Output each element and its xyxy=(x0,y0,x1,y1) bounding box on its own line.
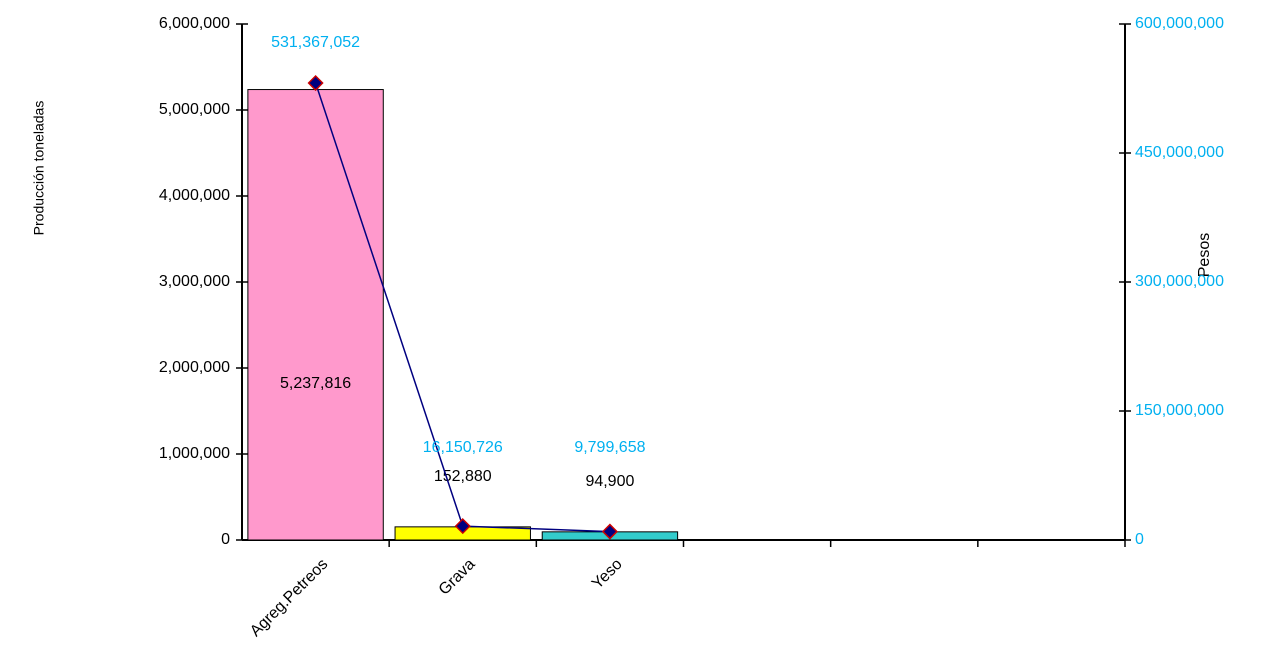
y-tick-label: 0 xyxy=(221,531,230,548)
line-value-label: 531,367,052 xyxy=(271,34,360,51)
y2-tick-label: 0 xyxy=(1135,531,1144,548)
x-tick-label: Agreg.Petreos xyxy=(247,556,331,640)
y2-tick-label: 600,000,000 xyxy=(1135,15,1224,32)
y2-tick-label: 300,000,000 xyxy=(1135,273,1224,290)
y2-tick-label: 450,000,000 xyxy=(1135,144,1224,161)
bar-value-label: 5,237,816 xyxy=(280,375,351,392)
line-marker xyxy=(601,523,618,540)
y-tick-label: 4,000,000 xyxy=(159,187,230,204)
y-tick-label: 1,000,000 xyxy=(159,445,230,462)
y-axis-label: Producción toneladas xyxy=(31,101,47,236)
y2-tick-label: 150,000,000 xyxy=(1135,402,1224,419)
y-tick-label: 2,000,000 xyxy=(159,359,230,376)
bar-value-label: 152,880 xyxy=(434,468,492,485)
line-value-label: 16,150,726 xyxy=(423,439,503,456)
y2-axis-label: Pesos xyxy=(1196,233,1213,277)
y-tick-label: 5,000,000 xyxy=(159,101,230,118)
y-tick-label: 6,000,000 xyxy=(159,15,230,32)
bar-value-label: 94,900 xyxy=(585,473,634,490)
x-tick-label: Yeso xyxy=(589,556,626,593)
line-value-label: 9,799,658 xyxy=(574,439,645,456)
line-marker xyxy=(307,74,324,92)
bar xyxy=(247,89,384,541)
y-tick-label: 3,000,000 xyxy=(159,273,230,290)
x-tick-label: Grava xyxy=(436,556,479,599)
line-marker xyxy=(454,518,471,535)
